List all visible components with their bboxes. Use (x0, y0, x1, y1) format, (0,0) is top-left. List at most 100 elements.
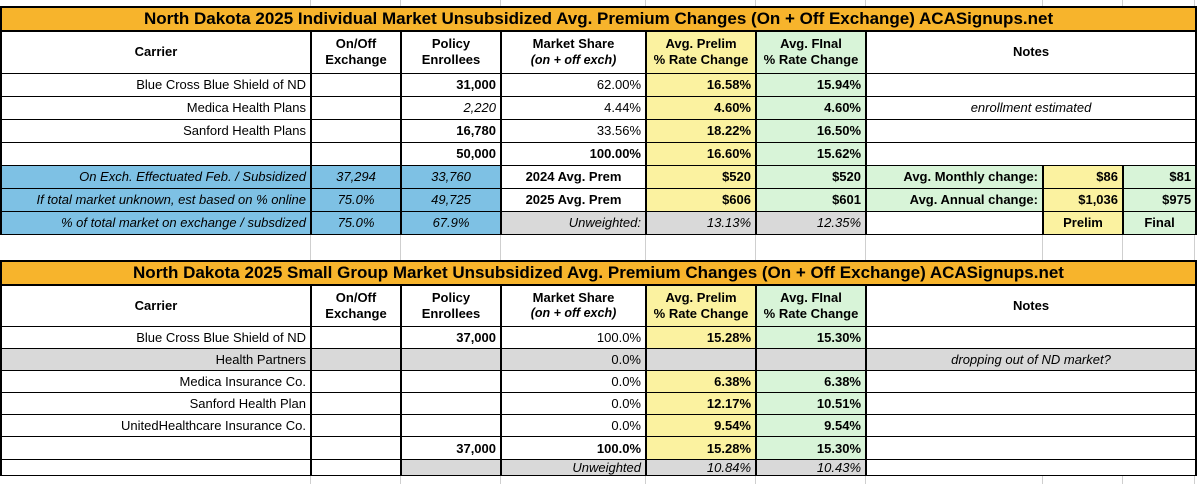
change-prelim-cell: $1,036 (1042, 187, 1124, 212)
enrollees-cell (400, 392, 502, 415)
onoff-cell (310, 72, 402, 97)
prelim-header-line2: % Rate Change (653, 305, 749, 321)
final-rate-cell: 15.30% (755, 326, 867, 349)
prelim-rate-cell: 18.22% (645, 118, 757, 143)
carrier-cell: Health Partners (0, 348, 312, 371)
table2-unweighted-row: Unweighted 10.84% 10.43% (0, 459, 1197, 476)
prelim-rate-cell: 16.58% (645, 72, 757, 97)
enrollees-header-line2: Enrollees (421, 305, 481, 321)
table-title-row: North Dakota 2025 Individual Market Unsu… (0, 6, 1198, 32)
unweighted-final-cell: 10.43% (755, 459, 867, 476)
enrollees-cell (400, 348, 502, 371)
market-share-cell: 100.0% (500, 326, 647, 349)
unweighted-prelim-cell: 13.13% (645, 210, 757, 235)
blank-cell (0, 459, 312, 476)
table2-total-row: 37,000 100.0% 15.28% 15.30% (0, 436, 1197, 460)
market-share-header-line1: Market Share (532, 289, 615, 305)
carrier-cell: Blue Cross Blue Shield of ND (0, 72, 312, 97)
carrier-header: Carrier (0, 284, 312, 327)
summary-row: If total market unknown, est based on % … (0, 187, 1198, 212)
total-enrollees-cell: 37,000 (400, 436, 502, 460)
market-share-header-line1: Market Share (532, 36, 615, 52)
notes-cell (865, 326, 1197, 349)
onoff-header-line1: On/Off (335, 36, 377, 51)
unweighted-prelim-cell: 10.84% (645, 459, 757, 476)
market-share-cell: 4.44% (500, 95, 647, 120)
summary-label-cell: On Exch. Effectuated Feb. / Subsidized (0, 164, 312, 189)
summary-value-cell: 49,725 (400, 187, 502, 212)
notes-cell (865, 414, 1197, 437)
summary-row: On Exch. Effectuated Feb. / Subsidized 3… (0, 164, 1198, 189)
notes-header: Notes (864, 30, 1198, 74)
final-rate-cell: 10.51% (755, 392, 867, 415)
market-share-cell: 0.0% (500, 370, 647, 393)
total-prelim-cell: 16.60% (645, 141, 757, 166)
summary-prelim-cell: $606 (645, 187, 757, 212)
change-label-cell: Avg. Monthly change: (865, 164, 1044, 189)
notes-cell (864, 118, 1198, 143)
notes-cell: dropping out of ND market? (865, 348, 1197, 371)
final-rate-cell (755, 348, 867, 371)
summary-final-cell: $520 (755, 164, 867, 189)
final-rate-header: Avg. FInal % Rate Change (755, 30, 867, 74)
prelim-rate-cell: 12.17% (645, 392, 757, 415)
blank-cell (865, 436, 1197, 460)
unweighted-final-cell: 12.35% (755, 210, 867, 235)
blank-cell (310, 436, 402, 460)
table-row: Medica Health Plans 2,220 4.44% 4.60% 4.… (0, 95, 1198, 120)
prelim-rate-cell (645, 348, 757, 371)
table2-header-row: Carrier On/Off Exchange Policy Enrollees… (0, 284, 1197, 327)
carrier-cell: UnitedHealthcare Insurance Co. (0, 414, 312, 437)
enrollees-cell: 16,780 (400, 118, 502, 143)
table-row: Sanford Health Plan 0.0% 12.17% 10.51% (0, 392, 1197, 415)
market-share-header-line2: (on + off exch) (530, 52, 617, 67)
enrollees-cell: 31,000 (400, 72, 502, 97)
notes-cell (865, 392, 1197, 415)
blank-cell (400, 459, 502, 476)
final-rate-cell: 9.54% (755, 414, 867, 437)
final-rate-cell: 15.94% (755, 72, 867, 97)
blank-cell (0, 436, 312, 460)
summary-label-cell: If total market unknown, est based on % … (0, 187, 312, 212)
onoff-cell (310, 95, 402, 120)
prelim-column-label: Prelim (1042, 210, 1124, 235)
total-prelim-cell: 15.28% (645, 436, 757, 460)
notes-cell (864, 141, 1198, 166)
small-group-market-table: North Dakota 2025 Small Group Market Uns… (0, 259, 1197, 476)
blank-cell (0, 141, 312, 166)
final-rate-header: Avg. FInal % Rate Change (755, 284, 867, 327)
onoff-exchange-header: On/Off Exchange (310, 284, 402, 327)
prelim-rate-cell: 15.28% (645, 326, 757, 349)
policy-enrollees-header: Policy Enrollees (400, 284, 502, 327)
enrollees-header-line2: Enrollees (421, 52, 481, 68)
market-share-header: Market Share (on + off exch) (500, 30, 647, 74)
prelim-rate-cell: 9.54% (645, 414, 757, 437)
onoff-header-line1: On/Off (335, 289, 377, 305)
prelim-header-line1: Avg. Prelim (665, 36, 737, 51)
prelim-header-line1: Avg. Prelim (665, 289, 737, 305)
market-share-header: Market Share (on + off exch) (500, 284, 647, 327)
enrollees-header-line1: Policy (431, 36, 471, 51)
market-share-cell: 0.0% (500, 414, 647, 437)
summary-final-cell: $601 (755, 187, 867, 212)
summary-value-cell: 75.0% (310, 210, 402, 235)
table1-total-row: 50,000 100.00% 16.60% 15.62% (0, 141, 1198, 166)
final-rate-cell: 4.60% (755, 95, 867, 120)
notes-cell: enrollment estimated (864, 95, 1198, 120)
carrier-cell: Blue Cross Blue Shield of ND (0, 326, 312, 349)
change-final-cell: $975 (1121, 187, 1198, 212)
market-share-header-line2: (on + off exch) (530, 306, 617, 321)
final-header-line1: Avg. FInal (780, 289, 842, 305)
carrier-header: Carrier (0, 30, 312, 74)
total-market-share-cell: 100.00% (500, 141, 647, 166)
carrier-cell: Sanford Health Plan (0, 392, 312, 415)
total-market-share-cell: 100.0% (500, 436, 647, 460)
onoff-cell (310, 348, 402, 371)
blank-cell (310, 459, 402, 476)
sheet-gridline-strip-top (0, 0, 1195, 6)
enrollees-cell (400, 414, 502, 437)
summary-metric-cell: 2025 Avg. Prem (500, 187, 647, 212)
table1-header-row: Carrier On/Off Exchange Policy Enrollees… (0, 30, 1198, 74)
market-share-cell: 62.00% (500, 72, 647, 97)
summary-value-cell: 75.0% (310, 187, 402, 212)
